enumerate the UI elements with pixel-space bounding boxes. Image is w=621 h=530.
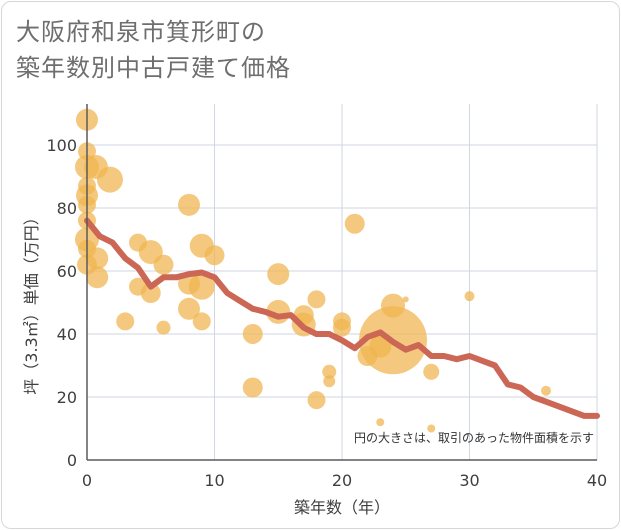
bubble (427, 424, 436, 433)
bubble (153, 254, 174, 275)
trend-line (84, 217, 600, 419)
chart-title-line-1: 大阪府和泉市箕形町の (16, 18, 266, 46)
bubble (402, 296, 409, 303)
x-tick-label: 20 (332, 471, 352, 490)
y-tick-label: 60 (57, 262, 77, 281)
bubble-size-note: 円の大きさは、取引のあった物件面積を示す (354, 430, 594, 445)
chart-title: 大阪府和泉市箕形町の 築年数別中古戸建て価格 (16, 14, 291, 86)
bubble (156, 320, 171, 335)
axes (86, 104, 597, 461)
y-axis-title: 坪（3.3㎡）単価（万円） (22, 209, 41, 394)
y-tick-label: 40 (57, 325, 77, 344)
x-tick-label: 40 (587, 471, 607, 490)
bubble (541, 385, 551, 396)
bubble (192, 312, 211, 331)
bubble (322, 364, 337, 379)
bubble (86, 247, 109, 270)
bubble (188, 273, 215, 300)
bubble (178, 297, 200, 320)
bubble (96, 166, 123, 193)
bubble (204, 245, 225, 266)
bubble (333, 318, 351, 337)
x-axis-title: 築年数（年） (294, 498, 390, 517)
bubble (116, 312, 135, 331)
x-tick-label: 30 (459, 471, 479, 490)
y-tick-labels: 0 20 40 60 80 100 (46, 136, 77, 470)
x-tick-label: 0 (82, 471, 92, 490)
bubble (140, 283, 161, 304)
bubble (307, 290, 326, 309)
x-tick-label: 10 (204, 471, 224, 490)
bubble (267, 263, 290, 286)
bubble (464, 291, 475, 302)
bubble (178, 193, 200, 216)
x-tick-labels: 0 10 20 30 40 (82, 471, 607, 490)
bubble (323, 375, 336, 388)
bubble (307, 391, 326, 410)
bubble (242, 377, 263, 398)
bubble (423, 363, 440, 380)
bubble (344, 213, 365, 234)
bubble (376, 418, 385, 427)
bubble (86, 266, 109, 289)
y-tick-label: 0 (67, 451, 77, 470)
grid-lines (87, 104, 598, 460)
y-tick-label: 80 (57, 199, 77, 218)
bubble (242, 323, 263, 344)
chart-title-line-2: 築年数別中古戸建て価格 (16, 54, 291, 82)
y-tick-label: 20 (57, 388, 77, 407)
y-tick-label: 100 (46, 136, 77, 155)
